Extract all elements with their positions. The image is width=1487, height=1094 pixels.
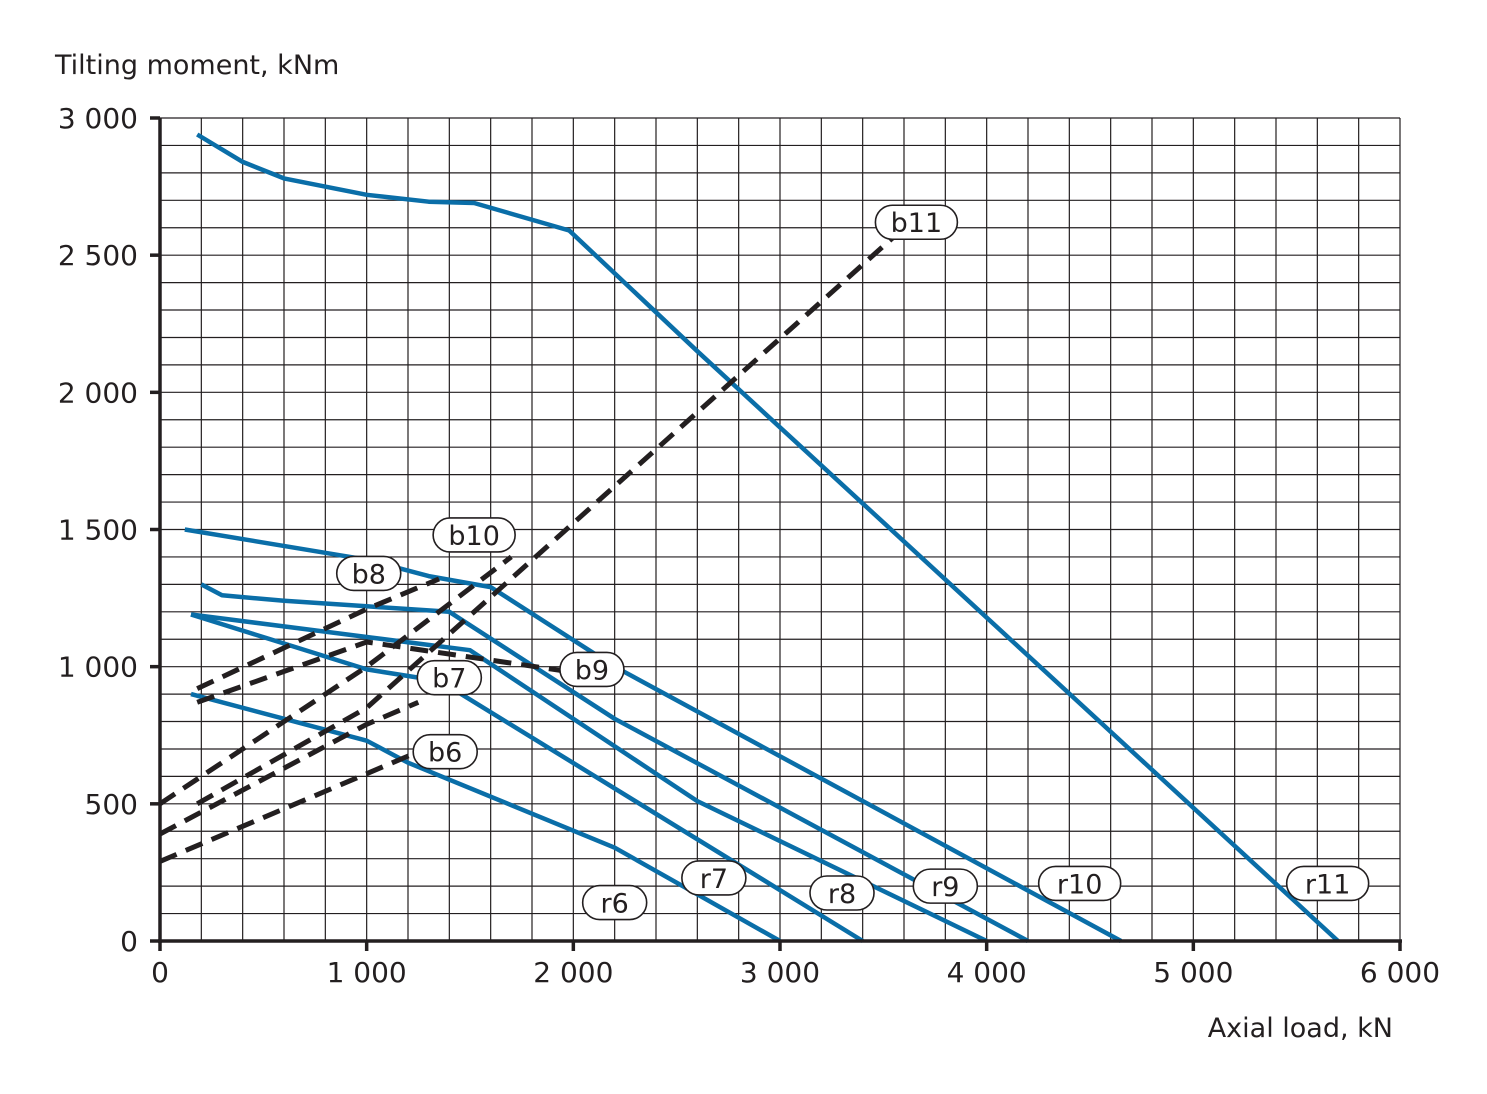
curve-label-box <box>559 651 625 688</box>
x-tick-label: 1 000 <box>327 956 407 989</box>
curve-labels: r6 r7 r8 r9 r10 r11 b6 b7 b8 b9 b10 b11 <box>335 204 1370 921</box>
curve-label-b11: b11 <box>874 204 959 241</box>
curve-label-box <box>581 884 648 921</box>
curve-label-text: r9 <box>931 872 959 903</box>
curve-label-b10: b10 <box>432 517 516 553</box>
curve-label-box <box>681 860 747 896</box>
curve-label-b8: b8 <box>335 555 402 592</box>
series-b10 <box>158 554 513 806</box>
series-b8 <box>196 576 440 691</box>
curve-label-text: r6 <box>601 889 629 920</box>
curve-label-text: r8 <box>828 879 856 910</box>
series-r11 <box>196 132 1340 943</box>
y-tick-label: 1 500 <box>58 514 138 547</box>
x-tick-label: 2 000 <box>533 956 613 989</box>
series-group <box>158 132 1340 944</box>
curve-label-r11: r11 <box>1285 865 1370 902</box>
x-tick-label: 6 000 <box>1360 956 1440 989</box>
curve-label-r9: r9 <box>912 868 979 904</box>
tick-labels: 0 1 000 2 000 3 000 4 000 5 000 6 000 0 500 1 000… <box>58 102 1440 989</box>
curve-label-box <box>809 875 875 911</box>
y-tick-label: 0 <box>120 925 138 958</box>
curve-label-text: r10 <box>1057 869 1102 900</box>
curve-label-b6: b6 <box>412 733 479 770</box>
curve-label-r6: r6 <box>581 884 648 921</box>
curve-label-text: b8 <box>352 559 386 590</box>
curve-label-box <box>874 204 959 241</box>
x-tick-label: 5 000 <box>1153 956 1233 989</box>
y-tick-label: 500 <box>85 788 138 821</box>
x-axis-title: Axial load, kN <box>1208 1013 1393 1044</box>
curve-label-box <box>1037 865 1122 902</box>
curve-label-text: b7 <box>432 664 466 695</box>
curve-label-text: r11 <box>1305 869 1350 900</box>
curve-label-text: b6 <box>428 738 462 769</box>
grid <box>160 117 1401 941</box>
y-tick-label: 2 500 <box>58 239 138 272</box>
curve-label-box <box>416 659 483 696</box>
curve-label-box <box>335 555 402 592</box>
series-b6 <box>159 749 420 864</box>
curve-label-b9: b9 <box>559 651 625 688</box>
curve-label-box <box>412 733 479 770</box>
series-r10 <box>184 527 1123 943</box>
curve-label-box <box>1285 865 1370 902</box>
curve-label-b7: b7 <box>416 659 483 696</box>
curve-label-text: r7 <box>700 864 728 895</box>
y-tick-label: 2 000 <box>58 376 138 409</box>
curve-label-r10: r10 <box>1037 865 1122 902</box>
series-r8 <box>190 612 988 944</box>
x-tick-label: 3 000 <box>740 956 820 989</box>
curve-label-r8: r8 <box>809 875 875 911</box>
series-b11 <box>195 225 906 806</box>
series-b9 <box>196 639 574 705</box>
y-tick-label: 1 000 <box>58 651 138 684</box>
curve-label-box <box>912 868 979 904</box>
series-b7 <box>158 700 420 837</box>
curve-label-text: b10 <box>448 521 500 552</box>
y-axis-title: Tilting moment, kNm <box>54 50 339 81</box>
series-r9 <box>200 582 1030 943</box>
series-r6 <box>190 691 782 943</box>
x-tick-label: 4 000 <box>947 956 1027 989</box>
curve-label-text: b11 <box>891 208 943 239</box>
x-tick-label: 0 <box>151 956 169 989</box>
curve-label-box <box>432 517 516 553</box>
curve-label-text: b9 <box>575 655 609 686</box>
curve-label-r7: r7 <box>681 860 747 896</box>
y-tick-label: 3 000 <box>58 102 138 135</box>
